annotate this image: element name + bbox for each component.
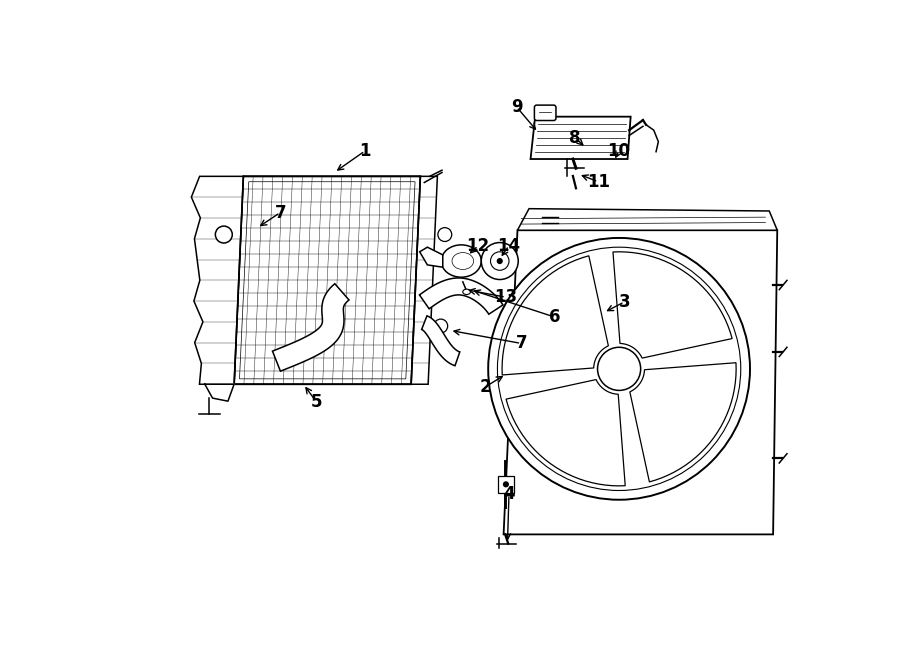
- Circle shape: [438, 227, 452, 241]
- Circle shape: [598, 347, 641, 391]
- Text: 12: 12: [466, 237, 490, 254]
- Text: 3: 3: [618, 293, 630, 311]
- Ellipse shape: [441, 245, 482, 277]
- Text: 7: 7: [516, 334, 527, 352]
- Text: 6: 6: [549, 308, 561, 327]
- Text: 1: 1: [359, 142, 371, 160]
- Text: 2: 2: [480, 377, 491, 395]
- Circle shape: [503, 481, 509, 487]
- Polygon shape: [506, 379, 626, 486]
- Polygon shape: [613, 252, 733, 358]
- Polygon shape: [411, 176, 437, 384]
- Polygon shape: [421, 316, 460, 366]
- Circle shape: [482, 243, 518, 280]
- Polygon shape: [530, 116, 631, 159]
- Polygon shape: [419, 278, 503, 314]
- FancyBboxPatch shape: [535, 105, 556, 120]
- Text: 4: 4: [503, 485, 515, 503]
- Ellipse shape: [463, 289, 471, 295]
- FancyBboxPatch shape: [499, 476, 514, 493]
- Text: 13: 13: [494, 288, 518, 306]
- Polygon shape: [205, 384, 234, 401]
- Polygon shape: [234, 176, 420, 384]
- Text: 14: 14: [498, 237, 520, 254]
- Text: 5: 5: [310, 393, 322, 411]
- Polygon shape: [504, 230, 778, 534]
- Circle shape: [488, 238, 750, 500]
- Polygon shape: [630, 363, 736, 482]
- Polygon shape: [419, 247, 443, 267]
- Text: 7: 7: [274, 204, 286, 221]
- Polygon shape: [273, 284, 349, 371]
- Circle shape: [215, 226, 232, 243]
- Text: 9: 9: [511, 98, 523, 116]
- Circle shape: [497, 258, 503, 264]
- Text: 11: 11: [587, 173, 610, 191]
- Circle shape: [434, 319, 447, 333]
- Polygon shape: [192, 176, 243, 384]
- Text: 10: 10: [608, 142, 631, 160]
- Polygon shape: [502, 256, 608, 375]
- Text: 8: 8: [570, 129, 581, 147]
- Polygon shape: [518, 209, 778, 230]
